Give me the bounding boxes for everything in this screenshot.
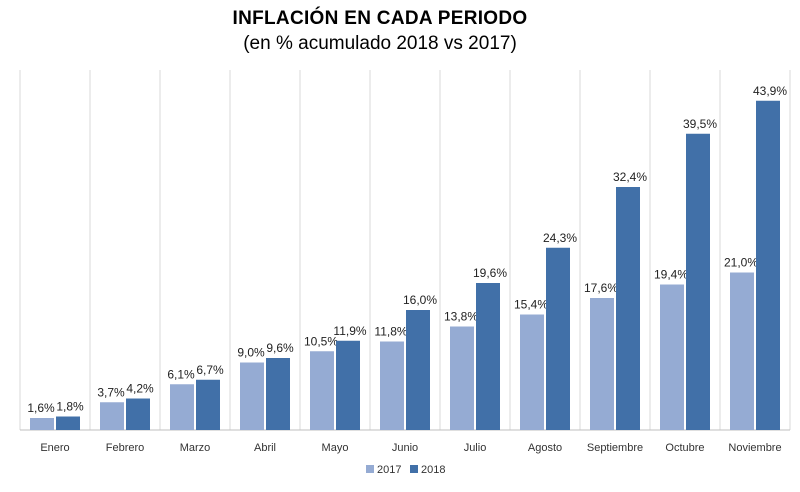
category-label-mayo: Mayo (322, 442, 349, 454)
data-label-2017-febrero: 3,7% (97, 385, 125, 399)
category-label-junio: Junio (392, 442, 418, 454)
data-label-2018-agosto: 24,3% (543, 231, 577, 245)
chart-title: INFLACIÓN EN CADA PERIODO (232, 8, 528, 29)
bar-2018-enero (56, 416, 80, 430)
legend-label-2017: 2017 (377, 464, 401, 476)
bar-2018-febrero (126, 398, 150, 430)
data-label-2018-octubre: 39,5% (683, 117, 717, 131)
bar-2018-marzo (196, 379, 220, 430)
data-label-2018-noviembre: 43,9% (753, 84, 787, 98)
data-label-2017-octubre: 19,4% (654, 268, 688, 282)
data-label-2018-abril: 9,6% (266, 341, 294, 355)
data-label-2017-noviembre: 21,0% (724, 256, 758, 270)
legend-swatch-2017 (366, 465, 374, 473)
data-label-2018-julio: 19,6% (473, 266, 507, 280)
bar-2017-julio (450, 326, 474, 430)
bar-2018-abril (266, 358, 290, 430)
chart-subtitle: (en % acumulado 2018 vs 2017) (243, 33, 517, 54)
bar-2017-agosto (520, 314, 544, 430)
category-label-noviembre: Noviembre (728, 442, 781, 454)
bar-2017-junio (380, 341, 404, 430)
bar-2017-marzo (170, 384, 194, 430)
bar-2017-abril (240, 362, 264, 430)
category-label-marzo: Marzo (180, 442, 211, 454)
bar-2017-octubre (660, 284, 684, 430)
bar-2018-noviembre (756, 100, 780, 430)
data-label-2017-julio: 13,8% (444, 310, 478, 324)
data-label-2017-mayo: 10,5% (304, 334, 338, 348)
data-label-2018-marzo: 6,7% (196, 363, 224, 377)
bar-2017-noviembre (730, 272, 754, 430)
bar-2018-junio (406, 310, 430, 430)
bar-2018-mayo (336, 340, 360, 430)
data-label-2017-septiembre: 17,6% (584, 281, 618, 295)
category-label-febrero: Febrero (106, 442, 145, 454)
legend-swatch-2018 (410, 465, 418, 473)
legend-label-2018: 2018 (421, 464, 445, 476)
data-label-2018-junio: 16,0% (403, 293, 437, 307)
category-label-enero: Enero (40, 442, 69, 454)
data-label-2017-agosto: 15,4% (514, 298, 548, 312)
category-label-abril: Abril (254, 442, 276, 454)
data-label-2017-enero: 1,6% (27, 401, 55, 415)
bar-2018-julio (476, 283, 500, 430)
data-label-2018-febrero: 4,2% (126, 382, 154, 396)
data-label-2018-septiembre: 32,4% (613, 170, 647, 184)
data-label-2018-enero: 1,8% (56, 400, 84, 414)
bar-2017-febrero (100, 402, 124, 430)
bar-2018-septiembre (616, 187, 640, 430)
data-label-2017-marzo: 6,1% (167, 367, 195, 381)
data-label-2018-mayo: 11,9% (333, 324, 366, 338)
category-label-agosto: Agosto (528, 442, 562, 454)
category-label-octubre: Octubre (665, 442, 704, 454)
data-label-2017-junio: 11,8% (374, 325, 407, 339)
bar-2017-enero (30, 418, 54, 430)
bar-2017-mayo (310, 351, 334, 430)
bar-2018-octubre (686, 133, 710, 430)
category-label-septiembre: Septiembre (587, 442, 643, 454)
bar-2017-septiembre (590, 298, 614, 430)
bar-2018-agosto (546, 247, 570, 430)
data-label-2017-abril: 9,0% (237, 346, 265, 360)
category-label-julio: Julio (464, 442, 487, 454)
